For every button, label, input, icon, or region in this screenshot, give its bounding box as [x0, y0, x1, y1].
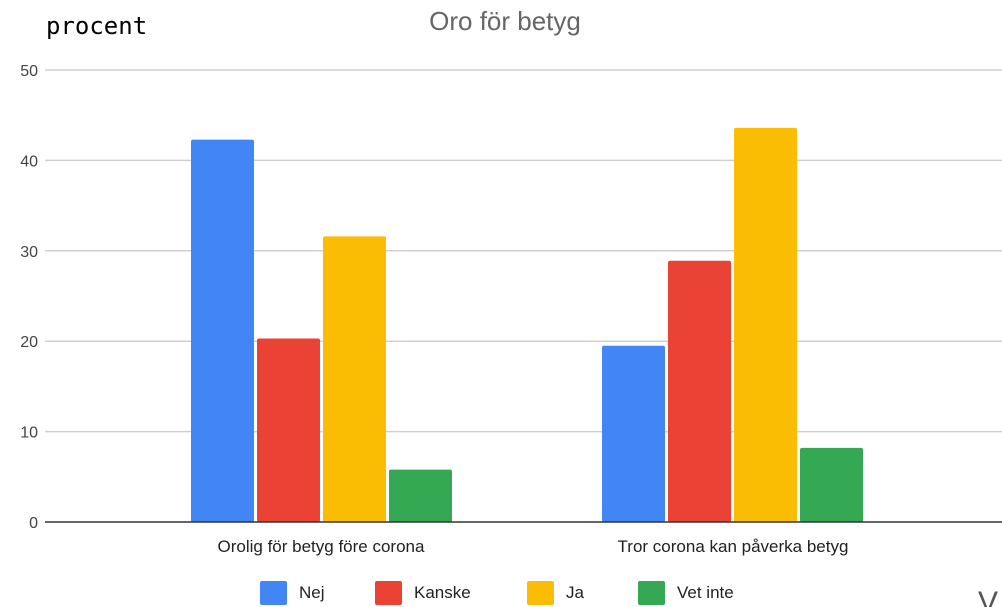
legend-swatch-vet-inte — [638, 581, 665, 605]
bar-ja-1 — [323, 236, 386, 522]
bar-vet-inte-2 — [800, 447, 863, 522]
chart-title: Oro för betyg — [429, 6, 581, 36]
bar-vet-inte-1 — [389, 469, 452, 522]
bar-kanske-2 — [668, 260, 731, 522]
y-tick-label: 20 — [20, 334, 38, 351]
bars — [191, 127, 863, 522]
legend-swatch-kanske — [375, 581, 402, 605]
y-tick-label: 0 — [29, 515, 38, 532]
gridlines — [45, 69, 1002, 433]
bar-nej-2 — [602, 345, 665, 522]
legend-label: Kanske — [414, 583, 471, 602]
legend-label: Nej — [299, 583, 325, 602]
bar-nej-1 — [191, 139, 254, 522]
y-tick-label: 30 — [20, 244, 38, 261]
legend: Nej Kanske Ja Vet inte — [260, 581, 734, 605]
y-tick-label: 40 — [20, 153, 38, 170]
legend-swatch-ja — [527, 581, 554, 605]
y-tick-label: 50 — [20, 63, 38, 80]
category-label: Orolig för betyg före corona — [218, 537, 425, 556]
category-label: Tror corona kan påverka betyg — [618, 537, 849, 556]
corner-mark: V — [978, 586, 998, 607]
y-tick-label: 10 — [20, 425, 38, 442]
y-axis-label: procent — [46, 12, 147, 40]
y-tick-labels: 0 10 20 30 40 50 — [20, 63, 38, 532]
bar-kanske-1 — [257, 338, 320, 522]
legend-label: Vet inte — [677, 583, 734, 602]
bar-ja-2 — [734, 127, 797, 522]
legend-swatch-nej — [260, 581, 287, 605]
legend-label: Ja — [566, 583, 585, 602]
category-labels: Orolig för betyg före corona Tror corona … — [218, 537, 849, 556]
